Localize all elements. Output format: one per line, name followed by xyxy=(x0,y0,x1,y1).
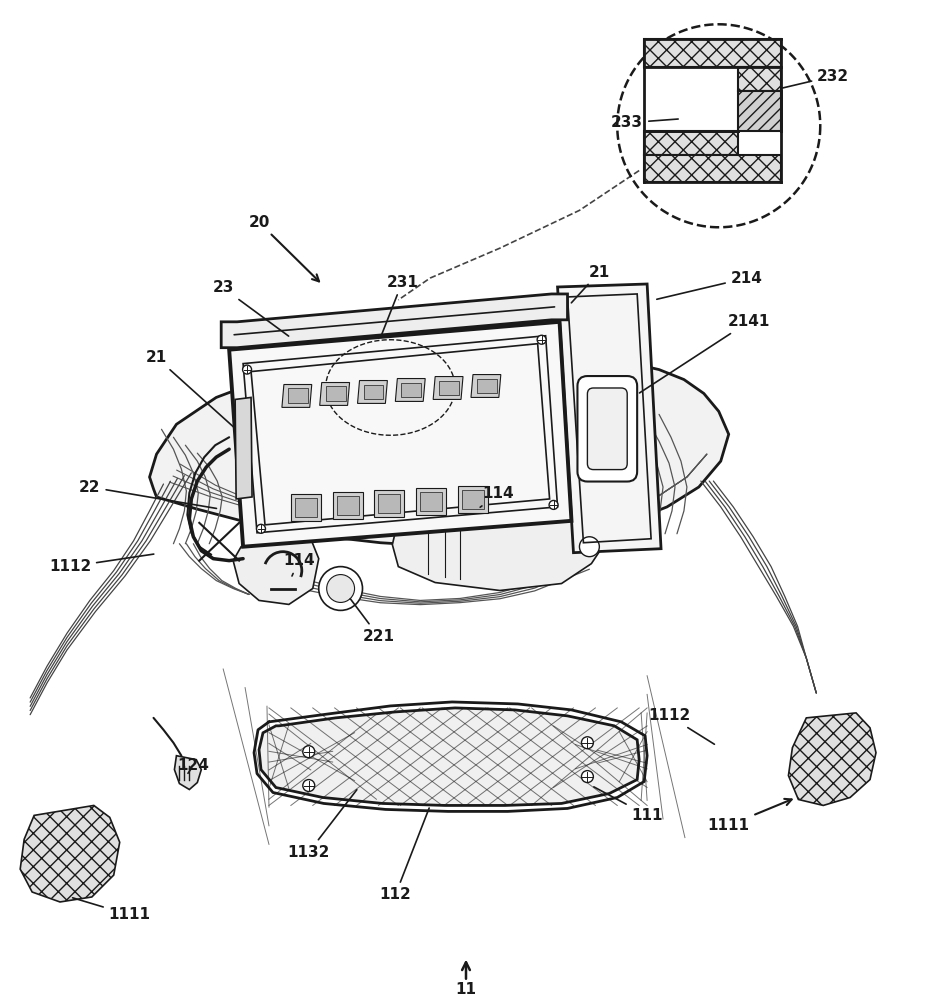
Text: 114: 114 xyxy=(283,553,315,576)
Polygon shape xyxy=(363,385,383,399)
Polygon shape xyxy=(420,492,442,511)
Polygon shape xyxy=(788,713,876,805)
Polygon shape xyxy=(644,39,781,67)
Circle shape xyxy=(582,771,594,783)
Polygon shape xyxy=(439,381,459,395)
Polygon shape xyxy=(392,467,611,590)
Polygon shape xyxy=(737,91,781,131)
Polygon shape xyxy=(402,383,421,397)
Text: 111: 111 xyxy=(594,787,663,823)
Text: 21: 21 xyxy=(571,265,610,303)
Polygon shape xyxy=(477,379,497,393)
Text: 1112: 1112 xyxy=(48,554,154,574)
Polygon shape xyxy=(259,708,639,805)
Polygon shape xyxy=(737,67,781,91)
Circle shape xyxy=(537,335,546,344)
Text: 233: 233 xyxy=(611,115,678,130)
Text: 11: 11 xyxy=(456,982,476,997)
Polygon shape xyxy=(233,539,319,604)
Circle shape xyxy=(303,780,315,792)
Polygon shape xyxy=(291,494,321,521)
Polygon shape xyxy=(644,131,737,155)
Text: 124: 124 xyxy=(177,758,210,773)
Polygon shape xyxy=(417,488,446,515)
Text: 1132: 1132 xyxy=(288,790,357,860)
Polygon shape xyxy=(229,322,571,547)
Polygon shape xyxy=(295,498,317,517)
Text: 112: 112 xyxy=(379,808,429,902)
Text: 1112: 1112 xyxy=(648,708,715,744)
Text: 231: 231 xyxy=(381,275,418,335)
Polygon shape xyxy=(235,397,252,499)
Circle shape xyxy=(256,524,266,533)
Polygon shape xyxy=(320,383,350,405)
Polygon shape xyxy=(358,381,388,403)
Polygon shape xyxy=(281,385,312,407)
Text: 22: 22 xyxy=(79,480,216,508)
Circle shape xyxy=(319,567,363,610)
Circle shape xyxy=(242,365,252,374)
Polygon shape xyxy=(433,377,463,399)
Text: 23: 23 xyxy=(212,280,289,336)
FancyBboxPatch shape xyxy=(578,376,637,482)
Polygon shape xyxy=(149,355,729,547)
Polygon shape xyxy=(644,155,781,182)
Polygon shape xyxy=(174,756,201,790)
Text: 214: 214 xyxy=(657,271,762,299)
Circle shape xyxy=(549,500,558,509)
Circle shape xyxy=(580,537,599,557)
Text: 2141: 2141 xyxy=(639,314,770,393)
Polygon shape xyxy=(471,375,500,397)
Text: 114: 114 xyxy=(480,486,514,507)
Text: 1111: 1111 xyxy=(73,898,151,922)
Circle shape xyxy=(327,575,354,602)
Text: 221: 221 xyxy=(350,599,394,644)
Polygon shape xyxy=(458,486,487,513)
Polygon shape xyxy=(336,496,359,515)
Polygon shape xyxy=(395,379,425,401)
Text: 20: 20 xyxy=(248,215,319,281)
Polygon shape xyxy=(221,294,568,348)
Polygon shape xyxy=(378,494,401,513)
Polygon shape xyxy=(288,388,308,403)
Polygon shape xyxy=(557,284,661,553)
Text: 1111: 1111 xyxy=(707,799,791,833)
Polygon shape xyxy=(325,386,346,401)
Polygon shape xyxy=(462,490,484,509)
Circle shape xyxy=(303,746,315,758)
Polygon shape xyxy=(375,490,404,517)
Circle shape xyxy=(582,737,594,749)
Polygon shape xyxy=(333,492,363,519)
Text: 232: 232 xyxy=(781,69,849,88)
Polygon shape xyxy=(21,805,119,902)
FancyBboxPatch shape xyxy=(587,388,627,470)
Text: 21: 21 xyxy=(146,350,234,427)
